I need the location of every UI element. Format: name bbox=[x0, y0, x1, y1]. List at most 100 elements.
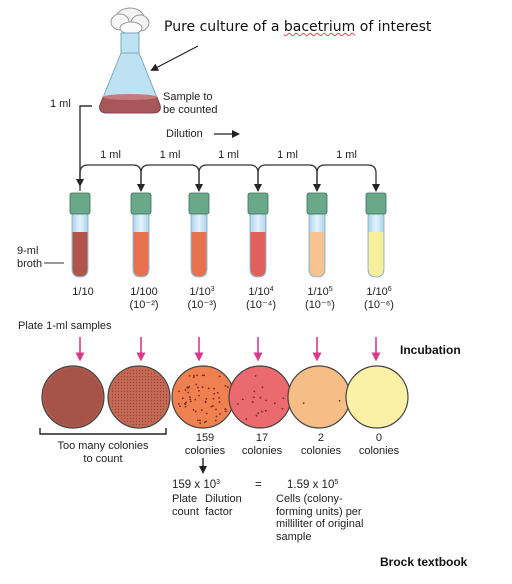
colony-dot bbox=[199, 422, 202, 425]
colony-dot bbox=[338, 399, 341, 402]
dilution-exponent: 5 bbox=[328, 286, 333, 293]
colony-dot bbox=[219, 413, 221, 415]
dilution-label-tube: 1/10 bbox=[72, 286, 93, 299]
agar-plate bbox=[171, 365, 235, 429]
dilution-exponent: 4 bbox=[269, 286, 274, 293]
colony-dot bbox=[273, 402, 276, 405]
colony-dot bbox=[197, 386, 199, 389]
dilution-power-notation: (10⁻³) bbox=[187, 298, 217, 311]
colony-dot bbox=[224, 408, 227, 411]
calc-expression: 159 x 103 bbox=[172, 479, 220, 492]
dilution-fraction: 1/10 bbox=[72, 286, 93, 299]
colony-dot bbox=[177, 402, 180, 405]
colony-dot bbox=[193, 374, 195, 377]
colony-dot bbox=[188, 385, 191, 388]
result-line-3: milliliter of original bbox=[276, 518, 364, 531]
result-line-4: sample bbox=[276, 530, 312, 543]
transfer-arc-arrow bbox=[257, 164, 321, 192]
test-tube bbox=[130, 192, 152, 278]
result-line-1: Cells (colony- bbox=[276, 493, 343, 505]
plate-count-line-1: Plate bbox=[172, 493, 198, 505]
colony-dot bbox=[198, 394, 200, 397]
sample-label: Sample to be counted bbox=[163, 91, 217, 116]
colony-dot bbox=[194, 410, 197, 413]
source-credit: Brock textbook bbox=[380, 555, 468, 569]
agar-plate bbox=[345, 365, 409, 429]
colony-dot bbox=[259, 396, 262, 399]
dilution-fraction-text: 1/10 bbox=[72, 286, 94, 298]
colony-dot bbox=[184, 403, 187, 406]
title-prefix: Pure culture of a bbox=[164, 19, 284, 35]
dilution-label-tube: 1/100 (10⁻²) bbox=[129, 286, 158, 311]
colony-dot bbox=[210, 405, 213, 408]
colony-dot bbox=[185, 401, 187, 404]
tube-cap bbox=[365, 192, 387, 215]
calc-result-exp: 5 bbox=[334, 479, 339, 486]
colony-dot bbox=[224, 384, 227, 387]
dilution-fraction: 1/103 bbox=[187, 286, 216, 299]
plate-disc bbox=[287, 365, 351, 429]
colony-dot bbox=[189, 400, 192, 403]
agar-plate bbox=[287, 365, 351, 429]
dilution-exponent: 6 bbox=[387, 286, 392, 293]
culture-flask bbox=[99, 7, 161, 114]
confluent-growth bbox=[44, 368, 102, 426]
too-many-line-2: to count bbox=[83, 452, 123, 465]
colony-dot bbox=[196, 374, 198, 377]
colony-unit: colonies bbox=[300, 444, 342, 457]
incubation-label: Incubation bbox=[400, 343, 461, 357]
dilution-label-tube: 1/103 (10⁻³) bbox=[187, 286, 216, 311]
dilution-fraction: 1/106 bbox=[364, 286, 394, 299]
agar-plate bbox=[107, 365, 171, 429]
colony-dot bbox=[196, 419, 199, 422]
plate-count-line-2: count bbox=[172, 505, 199, 518]
tube-broth bbox=[133, 232, 149, 277]
transfer-volume-label: 1 ml bbox=[100, 149, 121, 161]
agar-plate bbox=[41, 365, 105, 429]
test-tube bbox=[69, 192, 91, 278]
calc-times-sign: x bbox=[194, 479, 201, 491]
colony-dot bbox=[184, 389, 187, 391]
agar-plate bbox=[228, 365, 292, 429]
colony-dot bbox=[181, 397, 184, 400]
page-title: Pure culture of a bacetrium of interest bbox=[164, 19, 431, 35]
colony-dot bbox=[212, 404, 214, 407]
colony-count-label: 0 colonies bbox=[359, 432, 399, 457]
tube-cap bbox=[69, 192, 91, 215]
dilution-label-tube: 1/104 (10⁻⁴) bbox=[246, 286, 276, 311]
dilution-fraction-text: 1/100 bbox=[130, 286, 158, 298]
transfer-volume-label: 1 ml bbox=[336, 149, 357, 161]
colony-dot bbox=[265, 399, 268, 402]
colony-count-label: 17 colonies bbox=[242, 432, 282, 457]
colony-unit: colonies bbox=[241, 444, 283, 457]
too-many-label: Too many colonies to count bbox=[57, 440, 148, 465]
colony-count: 2 bbox=[317, 432, 325, 444]
colony-dot bbox=[195, 383, 198, 386]
too-many-bracket bbox=[39, 428, 167, 435]
colony-dot bbox=[212, 397, 215, 400]
colony-dot bbox=[214, 419, 217, 422]
colony-count-label: 2 colonies bbox=[301, 432, 341, 457]
calc-result-mantissa: 1.59 bbox=[287, 479, 310, 491]
colony-dot bbox=[257, 412, 260, 414]
title-pointer-arrow bbox=[150, 45, 199, 71]
dilution-fraction: 1/105 bbox=[305, 286, 335, 299]
colony-dot bbox=[178, 390, 180, 393]
plating-arrows bbox=[75, 337, 381, 362]
tube-cap bbox=[188, 192, 210, 215]
transfer-arc-arrow bbox=[198, 164, 262, 192]
colony-dot bbox=[205, 398, 208, 400]
colony-dot bbox=[189, 396, 191, 399]
colony-dot bbox=[200, 409, 203, 411]
colony-dot bbox=[215, 415, 218, 418]
colony-dot bbox=[201, 386, 204, 389]
colony-unit: colonies bbox=[358, 444, 400, 457]
colony-dot bbox=[255, 414, 258, 417]
broth-label-line-1: 9-ml bbox=[17, 245, 39, 257]
tube-broth bbox=[191, 232, 207, 277]
tube-cap bbox=[306, 192, 328, 215]
colony-dot bbox=[281, 407, 284, 410]
dilution-power-notation: (10⁻²) bbox=[129, 298, 159, 311]
dilution-factor-label: Dilution factor bbox=[205, 493, 242, 518]
dilution-power-notation: (10⁻⁵) bbox=[305, 298, 335, 311]
